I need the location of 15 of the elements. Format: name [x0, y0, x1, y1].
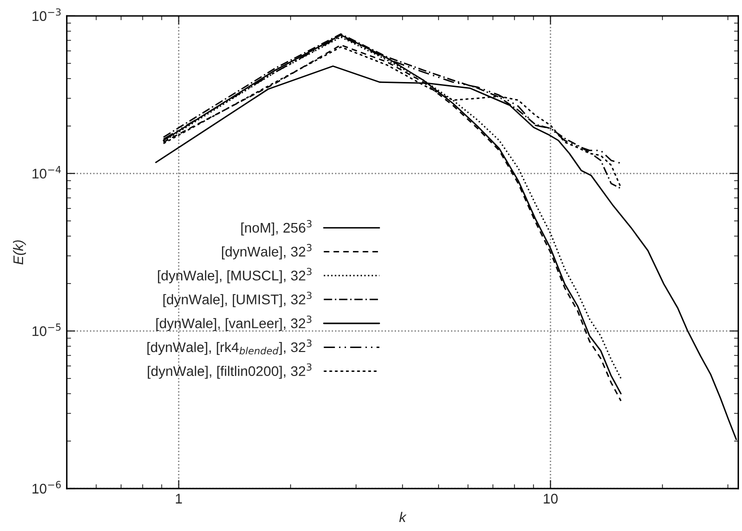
x-tick-label: 1	[176, 494, 182, 504]
legend-label: [noM], 256$^{3}$	[241, 220, 312, 236]
y-tick-label: 10$^{−3}$	[32, 8, 61, 21]
legend-label: [dynWale], [MUSCL], 32$^{3}$	[158, 268, 312, 284]
x-axis-title: k	[399, 512, 407, 522]
legend-label: [dynWale], [rk4$_{blended}$], 32$^{3}$	[147, 339, 312, 355]
y-axis-title: E(k)	[13, 240, 26, 265]
legend-label: [dynWale], [vanLeer], 32$^{3}$	[156, 316, 312, 332]
legend-label: [dynWale], [UMIST], 32$^{3}$	[163, 292, 312, 308]
y-tick-label: 10$^{−4}$	[32, 166, 61, 179]
y-tick-label: 10$^{−6}$	[32, 480, 61, 494]
x-tick-label: 10	[544, 494, 558, 504]
legend-label: [dynWale], 32$^{3}$	[222, 244, 312, 260]
y-tick-label: 10$^{−5}$	[32, 324, 61, 336]
legend-label: [dynWale], [filtlin0200], 32$^{3}$	[148, 363, 312, 379]
